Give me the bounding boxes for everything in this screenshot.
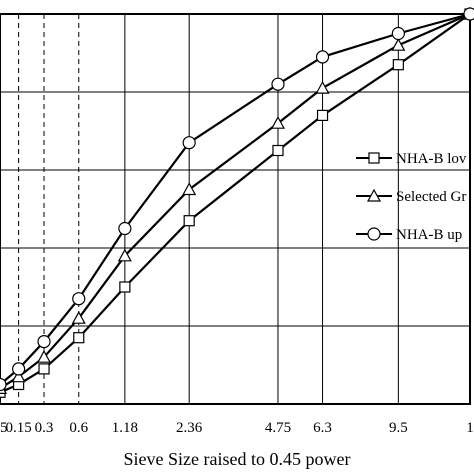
x-tick-labels: 750.150.3 0.6 1.18 2.36 4.75 6.3 9.5 1 xyxy=(0,420,474,436)
square-marker xyxy=(38,363,50,375)
x-axis-title: Sieve Size raised to 0.45 power xyxy=(124,449,351,469)
legend: NHA-B lov Selected Gr NHA-B up xyxy=(356,151,467,243)
square-marker xyxy=(392,59,404,71)
x-tick-label: 1 xyxy=(466,420,474,436)
x-tick-label: 75 xyxy=(0,420,8,436)
x-tick-label: 4.75 xyxy=(265,420,291,436)
circle-marker xyxy=(0,377,7,392)
triangle-marker xyxy=(315,80,330,94)
circle-marker xyxy=(367,227,381,241)
x-tick-label: 2.36 xyxy=(176,420,203,436)
plot-border xyxy=(0,13,471,405)
series-layer xyxy=(0,6,474,398)
series-circle xyxy=(0,7,474,392)
series-line xyxy=(0,12,471,390)
square-marker xyxy=(272,144,284,157)
circle-marker xyxy=(72,292,86,306)
circle-marker xyxy=(37,335,51,349)
circle-marker xyxy=(391,26,405,41)
circle-marker xyxy=(315,50,330,64)
x-tick-label: 0.15 xyxy=(5,420,31,436)
circle-marker xyxy=(182,136,196,150)
circle-marker xyxy=(118,221,132,236)
triangle-marker xyxy=(270,115,285,129)
x-tick-label: 0.3 xyxy=(35,420,54,436)
triangle-marker xyxy=(11,369,26,383)
triangle-marker xyxy=(366,188,382,202)
square-marker xyxy=(368,152,380,164)
x-tick-label: 1.18 xyxy=(112,420,138,436)
series-line xyxy=(0,13,471,394)
circle-marker xyxy=(271,77,285,91)
x-tick-label: 9.5 xyxy=(389,420,408,436)
legend-label: NHA-B lov xyxy=(396,151,467,167)
legend-entry: NHA-B up xyxy=(356,227,462,243)
square-marker xyxy=(183,215,195,227)
square-marker xyxy=(119,281,131,293)
series-line xyxy=(0,12,471,386)
plot-frame xyxy=(0,13,471,405)
triangle-marker xyxy=(391,37,406,51)
legend-entry: NHA-B lov xyxy=(356,151,467,167)
circle-marker xyxy=(463,7,474,21)
square-marker xyxy=(73,332,85,344)
square-marker xyxy=(316,109,329,122)
series-triangle xyxy=(0,6,474,394)
legend-label: Selected Gr xyxy=(396,189,466,205)
triangle-marker xyxy=(37,349,52,363)
legend-entry: Selected Gr xyxy=(356,188,466,205)
triangle-marker xyxy=(71,310,86,324)
legend-label: NHA-B up xyxy=(396,227,462,243)
triangle-marker xyxy=(117,248,132,262)
circle-marker xyxy=(12,362,26,376)
triangle-marker xyxy=(182,182,197,196)
x-tick-label: 6.3 xyxy=(313,420,332,436)
x-tick-label: 0.6 xyxy=(69,420,88,436)
